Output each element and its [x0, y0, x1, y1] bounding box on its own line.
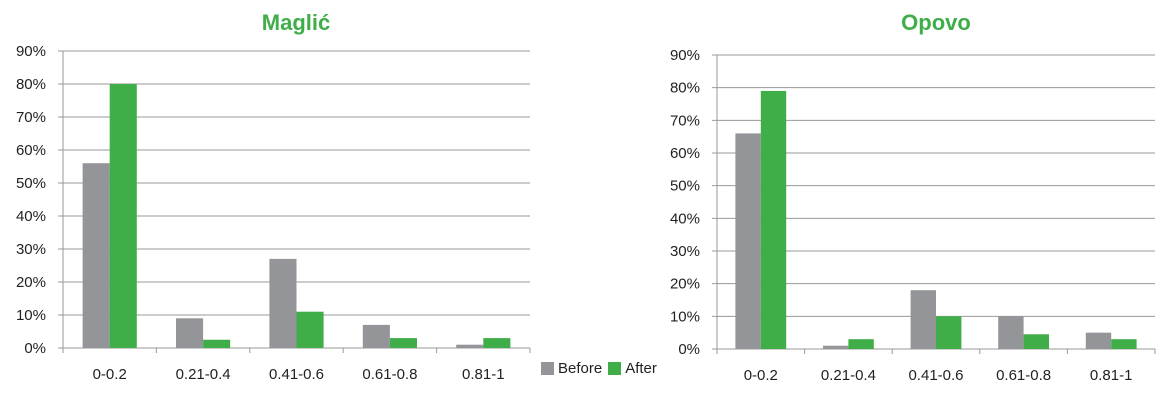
bar-after	[389, 338, 417, 348]
bar-before	[1085, 332, 1112, 349]
y-tick-label: 10%	[16, 307, 46, 324]
chart-title: Maglić	[262, 10, 330, 35]
x-tick-label: 0-0.2	[93, 366, 127, 383]
y-tick-label: 10%	[670, 308, 700, 325]
x-tick-label: 0.61-0.8	[996, 367, 1051, 384]
legend-swatch-after	[608, 361, 622, 375]
legend-label-after: After	[625, 359, 657, 377]
y-tick-label: 0%	[678, 341, 700, 358]
bar-after	[296, 311, 324, 348]
y-tick-label: 70%	[16, 109, 46, 126]
bar-before	[910, 290, 936, 349]
legend: Before After	[541, 357, 657, 379]
x-tick-label: 0-0.2	[744, 367, 778, 384]
legend-label-before: Before	[558, 359, 603, 377]
bar-after	[483, 338, 511, 348]
x-tick-label: 0.81-1	[1090, 367, 1133, 384]
y-tick-label: 90%	[16, 43, 46, 60]
x-tick-label: 0.41-0.6	[908, 367, 963, 384]
legend-swatch-before	[541, 361, 554, 375]
x-tick-label: 0.61-0.8	[362, 366, 417, 383]
y-tick-label: 60%	[16, 142, 46, 159]
chart-title: Opovo	[901, 10, 971, 35]
y-tick-label: 40%	[670, 210, 700, 227]
chart-panel-2: Opovo 0% 10% 20% 30% 40% 50% 60% 70% 80% 90% 0-0.2 0…	[670, 10, 1156, 384]
bar-after	[203, 339, 231, 348]
bar-before	[998, 316, 1024, 349]
bar-before	[735, 133, 761, 349]
y-tick-label: 40%	[16, 208, 46, 225]
x-tick-label: 0.21-0.4	[821, 367, 876, 384]
y-tick-label: 0%	[24, 340, 46, 357]
y-tick-label: 20%	[16, 274, 46, 291]
y-tick-label: 80%	[16, 76, 46, 93]
y-tick-label: 50%	[670, 178, 700, 195]
y-tick-label: 70%	[670, 112, 700, 129]
legend-item-before: Before	[541, 360, 602, 377]
bar-before	[822, 345, 849, 349]
y-tick-label: 50%	[16, 175, 46, 192]
bar-before	[82, 163, 110, 348]
x-tick-label: 0.41-0.6	[269, 366, 324, 383]
y-tick-label: 60%	[670, 145, 700, 162]
legend-item-after: After	[608, 360, 657, 377]
y-tick-label: 90%	[670, 47, 700, 64]
y-tick-label: 20%	[670, 276, 700, 293]
x-tick-label: 0.21-0.4	[176, 366, 231, 383]
bar-after	[109, 84, 137, 348]
bar-before	[269, 258, 297, 348]
y-tick-label: 30%	[16, 241, 46, 258]
bar-before	[362, 324, 390, 348]
chart-panel-1: Maglić 0% 10% 20% 30% 40% 50% 60% 70% 80% 90% 0-0.2…	[16, 10, 531, 383]
bar-after	[1023, 334, 1050, 349]
bar-after	[848, 339, 874, 349]
y-tick-label: 30%	[670, 243, 700, 260]
bar-before	[456, 344, 484, 348]
bar-after	[936, 316, 962, 349]
x-tick-label: 0.81-1	[462, 366, 505, 383]
bar-after	[760, 90, 787, 349]
bar-after	[1111, 339, 1137, 349]
bar-before	[176, 318, 204, 348]
y-tick-label: 80%	[670, 80, 700, 97]
